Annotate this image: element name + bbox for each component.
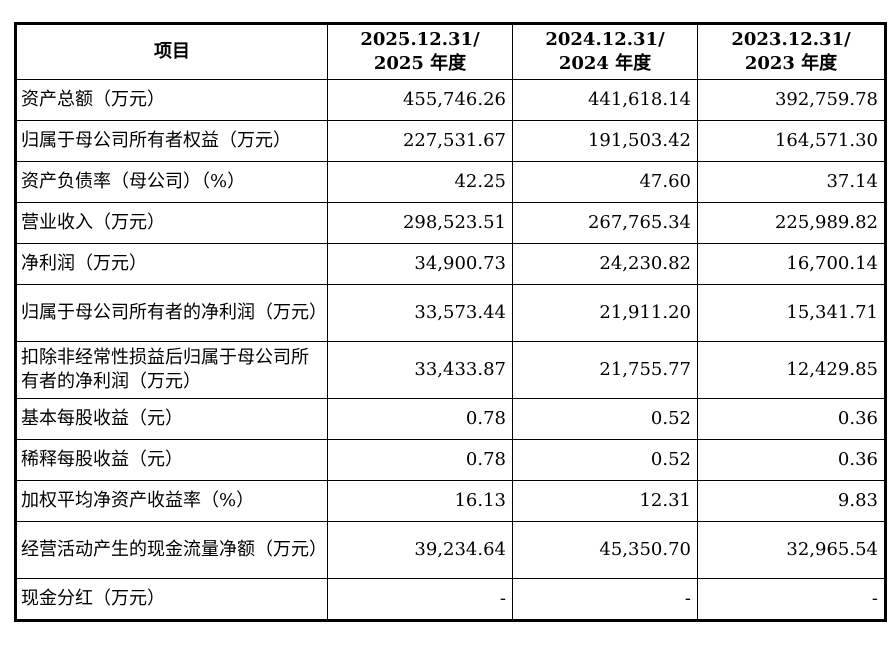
value-cell: 298,523.51 <box>327 202 513 244</box>
value-cell: 0.36 <box>697 398 886 440</box>
header-cell: 项目 <box>15 23 328 80</box>
value-cell: 37.14 <box>697 161 886 203</box>
row-label: 加权平均净资产收益率（%） <box>15 480 328 522</box>
value-cell: 164,571.30 <box>697 120 886 162</box>
table-row: 归属于母公司所有者权益（万元） 227,531.67 191,503.42 164,5… <box>15 120 886 162</box>
value-cell: - <box>327 578 513 621</box>
value-cell: 12.31 <box>512 480 698 522</box>
value-cell: - <box>697 578 886 621</box>
value-cell: - <box>512 578 698 621</box>
table-row: 净利润（万元） 34,900.73 24,230.82 16,700.14 <box>15 243 886 285</box>
row-label: 营业收入（万元） <box>15 202 328 244</box>
header-row: 项目 2025.12.31/2025 年度 2024.12.31/2024 年度 20… <box>15 23 886 80</box>
table-row: 加权平均净资产收益率（%） 16.13 12.31 9.83 <box>15 480 886 522</box>
row-label: 扣除非经常性损益后归属于母公司所有者的净利润（万元） <box>15 341 328 399</box>
value-cell: 33,433.87 <box>327 341 513 399</box>
row-label: 经营活动产生的现金流量净额（万元） <box>15 521 328 579</box>
header-line: 项目 <box>154 41 190 62</box>
header-line: 2023.12.31/ <box>731 29 851 50</box>
row-label: 稀释每股收益（元） <box>15 439 328 481</box>
header-cell: 2023.12.31/2023 年度 <box>697 23 886 80</box>
value-cell: 32,965.54 <box>697 521 886 579</box>
value-cell: 9.83 <box>697 480 886 522</box>
value-cell: 21,755.77 <box>512 341 698 399</box>
header-line: 2023 年度 <box>744 53 838 74</box>
value-cell: 16.13 <box>327 480 513 522</box>
value-cell: 0.52 <box>512 398 698 440</box>
table-row: 扣除非经常性损益后归属于母公司所有者的净利润（万元） 33,433.87 21,75… <box>15 341 886 399</box>
value-cell: 21,911.20 <box>512 284 698 342</box>
value-cell: 267,765.34 <box>512 202 698 244</box>
value-cell: 441,618.14 <box>512 79 698 121</box>
value-cell: 16,700.14 <box>697 243 886 285</box>
table-row: 资产负债率（母公司）（%） 42.25 47.60 37.14 <box>15 161 886 203</box>
value-cell: 47.60 <box>512 161 698 203</box>
row-label: 现金分红（万元） <box>15 578 328 621</box>
row-label: 资产负债率（母公司）（%） <box>15 161 328 203</box>
row-label: 净利润（万元） <box>15 243 328 285</box>
table-row: 基本每股收益（元） 0.78 0.52 0.36 <box>15 398 886 440</box>
value-cell: 191,503.42 <box>512 120 698 162</box>
value-cell: 12,429.85 <box>697 341 886 399</box>
table-row: 营业收入（万元） 298,523.51 267,765.34 225,989.82 <box>15 202 886 244</box>
table-body: 资产总额（万元） 455,746.26 441,618.14 392,759.78 归属… <box>15 79 886 621</box>
value-cell: 24,230.82 <box>512 243 698 285</box>
value-cell: 0.78 <box>327 439 513 481</box>
value-cell: 45,350.70 <box>512 521 698 579</box>
value-cell: 42.25 <box>327 161 513 203</box>
table-row: 经营活动产生的现金流量净额（万元） 39,234.64 45,350.70 32,96… <box>15 521 886 579</box>
header-cell: 2025.12.31/2025 年度 <box>327 23 513 80</box>
value-cell: 15,341.71 <box>697 284 886 342</box>
value-cell: 0.52 <box>512 439 698 481</box>
table-row: 归属于母公司所有者的净利润（万元） 33,573.44 21,911.20 15,34… <box>15 284 886 342</box>
value-cell: 227,531.67 <box>327 120 513 162</box>
value-cell: 0.78 <box>327 398 513 440</box>
row-label: 归属于母公司所有者权益（万元） <box>15 120 328 162</box>
value-cell: 392,759.78 <box>697 79 886 121</box>
value-cell: 39,234.64 <box>327 521 513 579</box>
table-row: 资产总额（万元） 455,746.26 441,618.14 392,759.78 <box>15 79 886 121</box>
value-cell: 0.36 <box>697 439 886 481</box>
header-line: 2024 年度 <box>558 53 652 74</box>
value-cell: 225,989.82 <box>697 202 886 244</box>
row-label: 资产总额（万元） <box>15 79 328 121</box>
row-label: 基本每股收益（元） <box>15 398 328 440</box>
header-line: 2025.12.31/ <box>360 29 480 50</box>
header-line: 2025 年度 <box>373 53 467 74</box>
value-cell: 34,900.73 <box>327 243 513 285</box>
financial-table: 项目 2025.12.31/2025 年度 2024.12.31/2024 年度 20… <box>14 22 887 622</box>
header-cell: 2024.12.31/2024 年度 <box>512 23 698 80</box>
row-label: 归属于母公司所有者的净利润（万元） <box>15 284 328 342</box>
table-row: 现金分红（万元） - - - <box>15 578 886 621</box>
value-cell: 33,573.44 <box>327 284 513 342</box>
header-line: 2024.12.31/ <box>545 29 665 50</box>
value-cell: 455,746.26 <box>327 79 513 121</box>
table-row: 稀释每股收益（元） 0.78 0.52 0.36 <box>15 439 886 481</box>
